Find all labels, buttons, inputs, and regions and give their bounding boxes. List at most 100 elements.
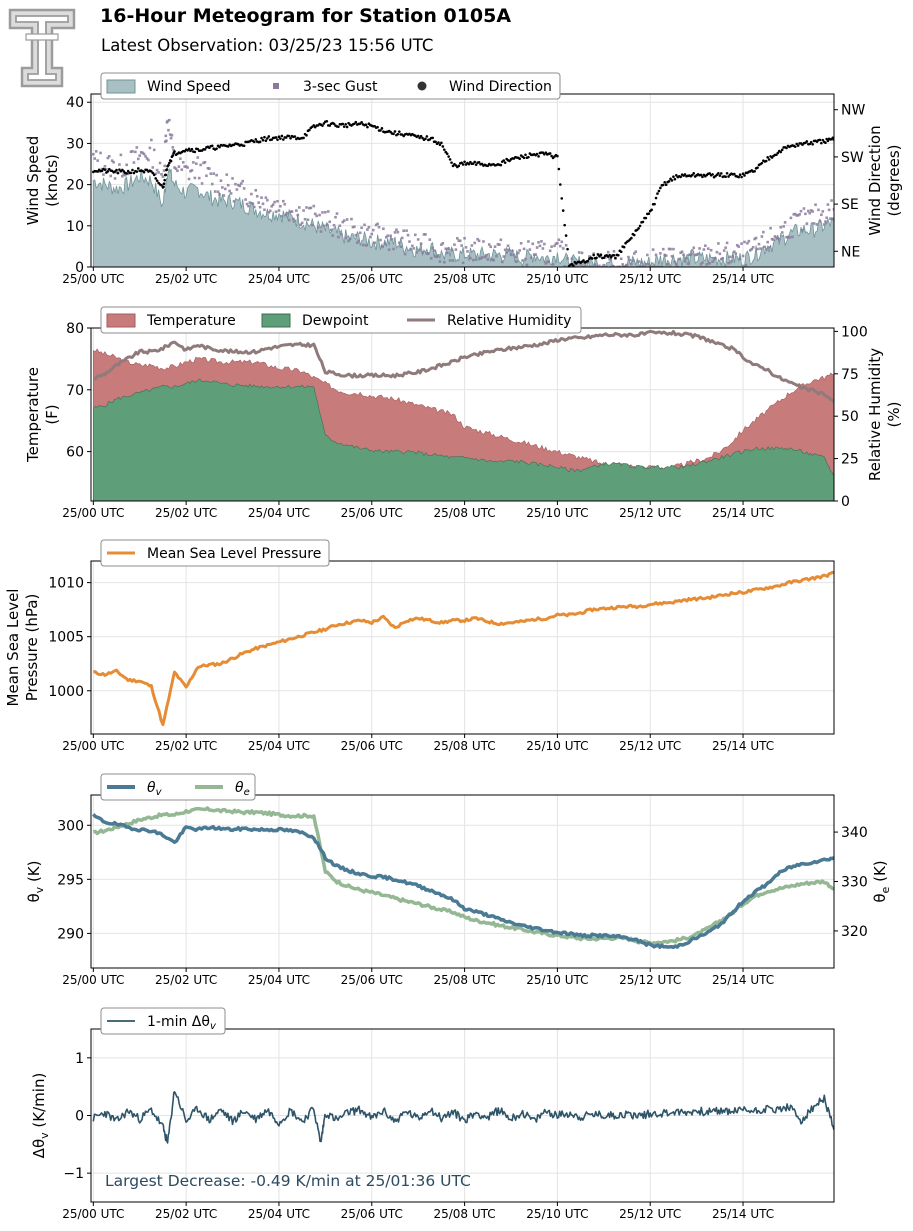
x-tick-label: 25/08 UTC <box>433 272 495 286</box>
gust-point <box>461 261 465 265</box>
gust-point <box>553 244 556 248</box>
gust-point <box>825 216 828 220</box>
wind-direction-point <box>780 148 784 152</box>
gust-point <box>438 260 442 263</box>
gust-point <box>802 207 806 210</box>
mslp-legend: Mean Sea Level Pressure <box>100 539 330 567</box>
gust-point <box>345 218 349 221</box>
gust-point <box>437 254 440 257</box>
gust-point <box>218 193 221 196</box>
gust-point <box>628 258 632 262</box>
gust-point <box>493 245 497 249</box>
wind-direction-point <box>173 150 176 153</box>
gust-point <box>238 184 242 188</box>
wind-direction-point <box>342 125 346 128</box>
wind-direction-point <box>766 156 769 159</box>
gust-point <box>165 139 168 143</box>
gust-point <box>97 170 101 173</box>
gust-point <box>428 238 432 241</box>
wind-direction-point <box>190 147 194 151</box>
wind-direction-point <box>657 189 661 193</box>
x-tick-label: 25/04 UTC <box>248 1207 310 1221</box>
wind-direction-point <box>561 209 565 212</box>
wind-direction-point <box>302 136 305 140</box>
wind-direction-point <box>824 141 827 145</box>
wind-direction-point <box>644 216 648 220</box>
gust-point <box>630 262 633 266</box>
gust-point <box>601 265 604 267</box>
y-tick-label: 1010 <box>48 576 84 592</box>
gust-point <box>406 233 410 237</box>
gust-point <box>190 169 194 172</box>
gust-point <box>150 138 153 142</box>
wind-direction-point <box>279 137 282 140</box>
wind-direction-point <box>416 134 420 138</box>
gust-point <box>171 146 175 149</box>
y-tick-label: 10 <box>66 219 84 235</box>
gust-point <box>677 257 681 261</box>
wind-direction-point <box>451 164 455 168</box>
legend-label: Mean Sea Level Pressure <box>147 546 321 562</box>
gust-point <box>469 256 472 260</box>
wind-direction-point <box>795 142 798 146</box>
x-tick-label: 25/14 UTC <box>712 739 774 753</box>
wind-direction-point <box>344 122 347 126</box>
gust-point <box>396 230 400 234</box>
gust-point <box>353 225 356 229</box>
gust-point <box>756 247 759 251</box>
gust-point <box>667 247 671 251</box>
gust-point <box>496 243 500 246</box>
gust-point <box>737 245 740 248</box>
gust-point <box>247 204 250 208</box>
wind-direction-point <box>441 145 445 148</box>
wind-direction-point <box>733 172 736 176</box>
wind-direction-point <box>160 183 163 187</box>
gust-point <box>709 248 713 252</box>
gust-point <box>518 249 521 252</box>
gust-point <box>234 182 237 186</box>
gust-point <box>801 228 804 232</box>
gust-point <box>505 251 508 254</box>
gust-point <box>322 224 326 228</box>
gust-point <box>228 189 231 193</box>
gust-point <box>399 245 403 248</box>
wind-direction-point <box>760 161 764 165</box>
gust-point <box>412 247 416 250</box>
gust-point <box>487 243 491 246</box>
legend-label: 3-sec Gust <box>303 79 378 95</box>
wind-direction-point <box>672 175 675 179</box>
wind-direction-point <box>282 138 285 141</box>
gust-point <box>483 255 487 259</box>
gust-point <box>782 225 785 228</box>
wind-direction-point <box>226 145 230 148</box>
wind-direction-point <box>168 161 171 165</box>
gust-point <box>232 200 236 203</box>
y-tick-label: 70 <box>66 383 84 399</box>
dtheta-line <box>92 1091 834 1144</box>
gust-point <box>405 229 408 232</box>
wind-direction-point <box>421 136 424 140</box>
wind-direction-point <box>550 154 553 158</box>
wind-direction-point <box>457 164 461 168</box>
gust-point <box>638 265 642 267</box>
wind-direction-point <box>522 156 526 160</box>
gust-point <box>299 223 303 227</box>
gust-point <box>118 163 121 166</box>
gust-point <box>451 259 455 262</box>
gust-point <box>311 223 314 227</box>
wind-direction-point <box>632 233 636 237</box>
gust-point <box>479 257 482 260</box>
wind-direction-point <box>261 138 265 142</box>
chart-theta: 25/00 UTC 25/02 UTC 25/04 UTC 25/06 UTC 25/0… <box>25 773 892 987</box>
wind-direction-point <box>826 139 830 143</box>
gust-point <box>174 167 178 171</box>
gust-point <box>157 171 160 174</box>
legend-swatch <box>261 313 291 328</box>
x-tick-label: 25/06 UTC <box>341 739 403 753</box>
gust-point <box>280 215 284 218</box>
gust-point <box>160 172 163 176</box>
gust-point <box>543 242 546 246</box>
wind-direction-point <box>474 163 478 166</box>
wind-direction-point <box>337 125 340 129</box>
theta-y-axis-label: θv (K) <box>25 860 46 902</box>
